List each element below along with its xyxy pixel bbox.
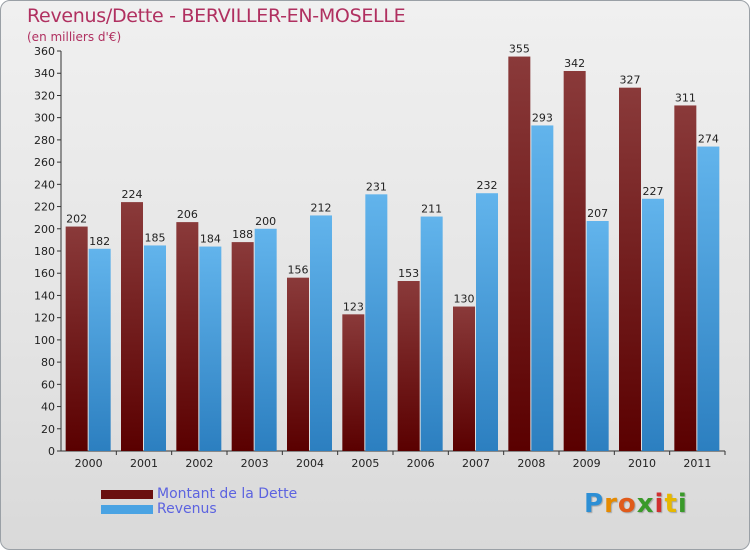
bar-revenus — [642, 198, 664, 451]
bar-revenus — [310, 215, 332, 451]
data-label: 123 — [343, 300, 364, 313]
data-label: 327 — [620, 74, 641, 87]
y-tick-label: 240 — [34, 178, 55, 191]
bar-dette — [287, 277, 309, 451]
x-tick-label: 2004 — [296, 457, 324, 470]
y-tick-label: 360 — [34, 45, 55, 58]
y-tick-label: 320 — [34, 89, 55, 102]
bar-dette — [508, 56, 531, 452]
bar-dette — [176, 222, 199, 451]
y-tick-label: 60 — [41, 378, 55, 391]
bar-revenus — [88, 248, 111, 451]
bar-dette — [674, 105, 697, 451]
bar-dette — [397, 281, 420, 451]
y-tick-label: 100 — [34, 334, 55, 347]
data-label: 200 — [255, 215, 276, 228]
y-tick-label: 140 — [34, 289, 55, 302]
x-tick-label: 2005 — [351, 457, 379, 470]
logo-letter: o — [617, 489, 637, 519]
y-tick-label: 300 — [34, 112, 55, 125]
data-label: 342 — [564, 57, 585, 70]
y-axis: 0 20 40 60 80 100 120 140 160 180 200 220 240 260 280 3… — [34, 45, 62, 458]
logo-letter: t — [664, 489, 678, 519]
data-label: 184 — [200, 233, 221, 246]
data-label: 232 — [477, 179, 498, 192]
bar-dette — [563, 71, 586, 451]
y-tick-label: 340 — [34, 67, 55, 80]
x-tick-label: 2008 — [517, 457, 545, 470]
y-tick-label: 40 — [41, 401, 55, 414]
data-label: 156 — [288, 264, 309, 277]
data-label: 188 — [232, 228, 253, 241]
data-label: 311 — [675, 91, 696, 104]
data-label: 274 — [698, 133, 719, 146]
bars — [65, 56, 720, 452]
y-tick-label: 180 — [34, 245, 55, 258]
data-label: 293 — [532, 111, 553, 124]
legend-swatch-dette — [101, 490, 153, 499]
y-tick-label: 220 — [34, 201, 55, 214]
bar-revenus — [476, 193, 498, 451]
x-tick-label: 2007 — [462, 457, 490, 470]
data-label: 153 — [398, 267, 419, 280]
x-tick-label: 2000 — [75, 457, 103, 470]
data-label: 185 — [145, 231, 166, 244]
x-tick-label: 2003 — [241, 457, 269, 470]
y-tick-label: 260 — [34, 156, 55, 169]
data-label: 355 — [509, 43, 530, 56]
bar-revenus — [365, 194, 388, 452]
y-tick-label: 0 — [48, 445, 55, 458]
bar-revenus — [254, 228, 277, 451]
data-label: 130 — [454, 293, 475, 306]
y-tick-label: 120 — [34, 312, 55, 325]
bar-dette — [453, 306, 475, 451]
logo-letter: r — [604, 489, 618, 519]
bar-revenus — [199, 246, 222, 451]
x-tick-label: 2002 — [185, 457, 213, 470]
x-tick-label: 2001 — [130, 457, 158, 470]
x-axis: 2000 2001 2002 2003 2004 2005 2006 2007 2008 2009… — [61, 450, 726, 470]
logo-letter: i — [677, 489, 688, 519]
x-tick-label: 2009 — [573, 457, 601, 470]
bar-revenus — [420, 216, 443, 451]
data-label: 224 — [122, 188, 143, 201]
bar-dette — [619, 87, 641, 452]
data-label: 207 — [587, 207, 608, 220]
logo-letter: P — [584, 489, 605, 519]
data-label: 202 — [66, 213, 87, 226]
legend-label-revenus: Revenus — [157, 501, 217, 517]
y-tick-label: 80 — [41, 356, 55, 369]
legend-swatch-revenus — [101, 505, 153, 514]
logo-letter: x — [636, 489, 655, 519]
data-label: 211 — [421, 203, 442, 216]
data-label: 231 — [366, 180, 387, 193]
x-tick-label: 2011 — [683, 457, 711, 470]
y-tick-label: 200 — [34, 223, 55, 236]
bar-revenus — [531, 125, 554, 451]
bar-dette — [231, 242, 254, 451]
bar-dette — [121, 202, 143, 451]
bar-dette — [342, 314, 365, 451]
y-tick-label: 20 — [41, 423, 55, 436]
legend-label-dette: Montant de la Dette — [157, 486, 298, 502]
y-tick-label: 280 — [34, 134, 55, 147]
bar-revenus — [144, 245, 166, 451]
bar-dette — [65, 226, 88, 451]
data-label: 227 — [643, 185, 664, 198]
chart-subtitle: (en milliers d'€) — [27, 30, 122, 44]
y-tick-label: 160 — [34, 267, 55, 280]
bar-revenus — [697, 146, 720, 452]
x-tick-label: 2010 — [628, 457, 656, 470]
data-label: 212 — [311, 201, 332, 214]
x-tick-label: 2006 — [407, 457, 435, 470]
data-label: 182 — [89, 235, 110, 248]
bar-revenus — [586, 221, 609, 451]
proxiti-logo: Proxiti — [584, 489, 688, 519]
logo-letter: i — [654, 489, 665, 519]
chart-title: Revenus/Dette - BERVILLER-EN-MOSELLE — [27, 5, 406, 27]
data-label: 206 — [177, 208, 198, 221]
